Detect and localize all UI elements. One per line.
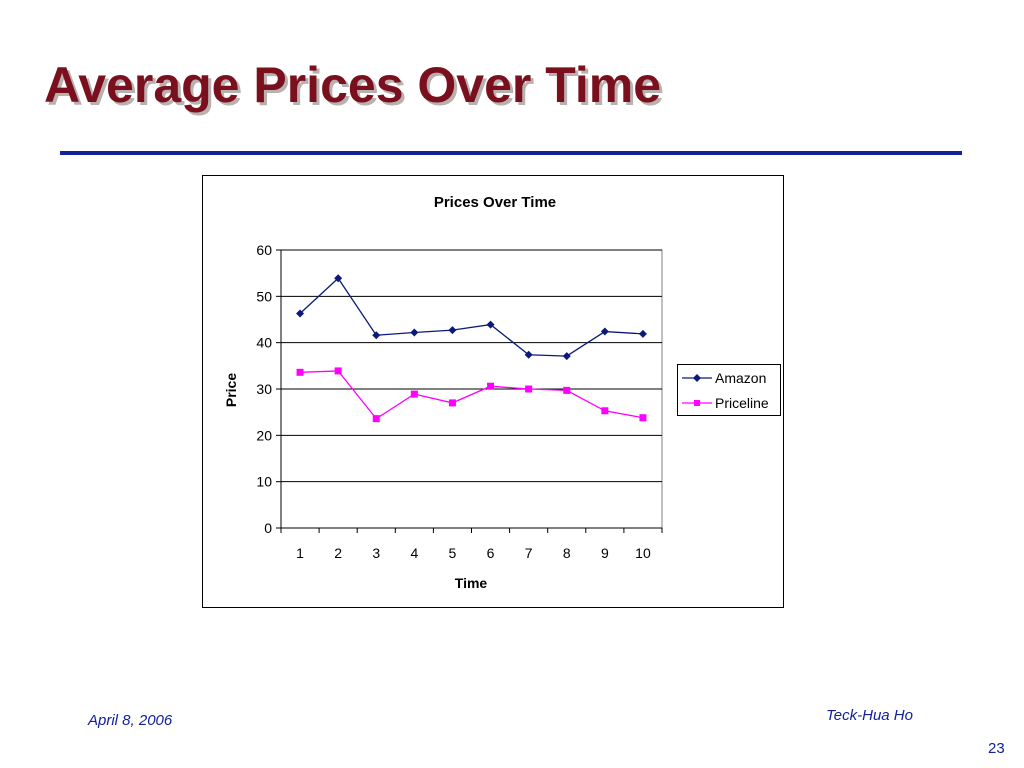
point-priceline-9 — [601, 407, 609, 415]
chart-frame: Prices Over Time Time Price 0 10 20 30 40 50 6… — [202, 175, 784, 608]
x-axis-label: Time — [455, 575, 488, 591]
page-number: 23 — [988, 740, 1005, 757]
legend-label-priceline: Priceline — [715, 395, 769, 411]
x-tick-label-3: 3 — [372, 545, 380, 561]
x-tick-label-2: 2 — [334, 545, 342, 561]
legend-item-priceline: Priceline — [682, 393, 769, 413]
slide-title: Average Prices Over Time — [44, 57, 662, 113]
y-tick-label-2: 20 — [256, 427, 272, 443]
y-tick-label-0: 0 — [264, 520, 272, 536]
point-amazon-6 — [486, 320, 495, 329]
point-priceline-1 — [296, 368, 304, 376]
point-amazon-2 — [334, 274, 343, 283]
x-tick-label-8: 8 — [563, 545, 571, 561]
title-underline — [60, 151, 962, 155]
point-amazon-5 — [448, 326, 457, 335]
footer-date: April 8, 2006 — [88, 712, 173, 729]
y-tick-label-4: 40 — [256, 335, 272, 351]
y-tick-label-5: 50 — [256, 288, 272, 304]
x-tick-label-4: 4 — [410, 545, 418, 561]
point-priceline-10 — [639, 414, 647, 422]
point-amazon-9 — [600, 327, 609, 336]
point-priceline-2 — [334, 367, 342, 375]
point-priceline-7 — [525, 385, 533, 393]
point-amazon-7 — [524, 350, 533, 359]
point-priceline-6 — [487, 382, 495, 390]
y-tick-label-1: 10 — [256, 474, 272, 490]
series-line-priceline — [300, 370, 644, 420]
legend-marker-priceline — [682, 400, 712, 406]
series-line-amazon — [299, 277, 643, 357]
point-priceline-5 — [448, 399, 456, 407]
point-priceline-3 — [372, 415, 380, 423]
y-axis-label: Price — [223, 373, 239, 407]
legend-label-amazon: Amazon — [715, 370, 767, 386]
x-tick-label-7: 7 — [525, 545, 533, 561]
chart-title: Prices Over Time — [434, 194, 556, 211]
y-tick-label-6: 60 — [256, 242, 272, 258]
footer-author: Teck-Hua Ho — [826, 707, 913, 724]
x-tick-label-10: 10 — [635, 545, 651, 561]
point-amazon-4 — [410, 328, 419, 337]
line-chart: Prices Over Time Time Price 0 10 20 30 40 50 6… — [223, 194, 663, 591]
point-amazon-3 — [372, 331, 381, 340]
y-tick-label-3: 30 — [256, 381, 272, 397]
point-priceline-4 — [410, 390, 418, 398]
legend-marker-amazon — [682, 374, 712, 382]
point-amazon-1 — [296, 309, 305, 318]
point-amazon-8 — [562, 352, 571, 361]
x-tick-label-1: 1 — [296, 545, 304, 561]
x-tick-label-9: 9 — [601, 545, 609, 561]
legend-item-amazon: Amazon — [682, 368, 766, 388]
x-tick-label-6: 6 — [487, 545, 495, 561]
x-tick-label-5: 5 — [449, 545, 457, 561]
point-amazon-10 — [638, 329, 647, 338]
point-priceline-8 — [563, 386, 571, 394]
chart-legend: Amazon Priceline — [677, 364, 781, 416]
